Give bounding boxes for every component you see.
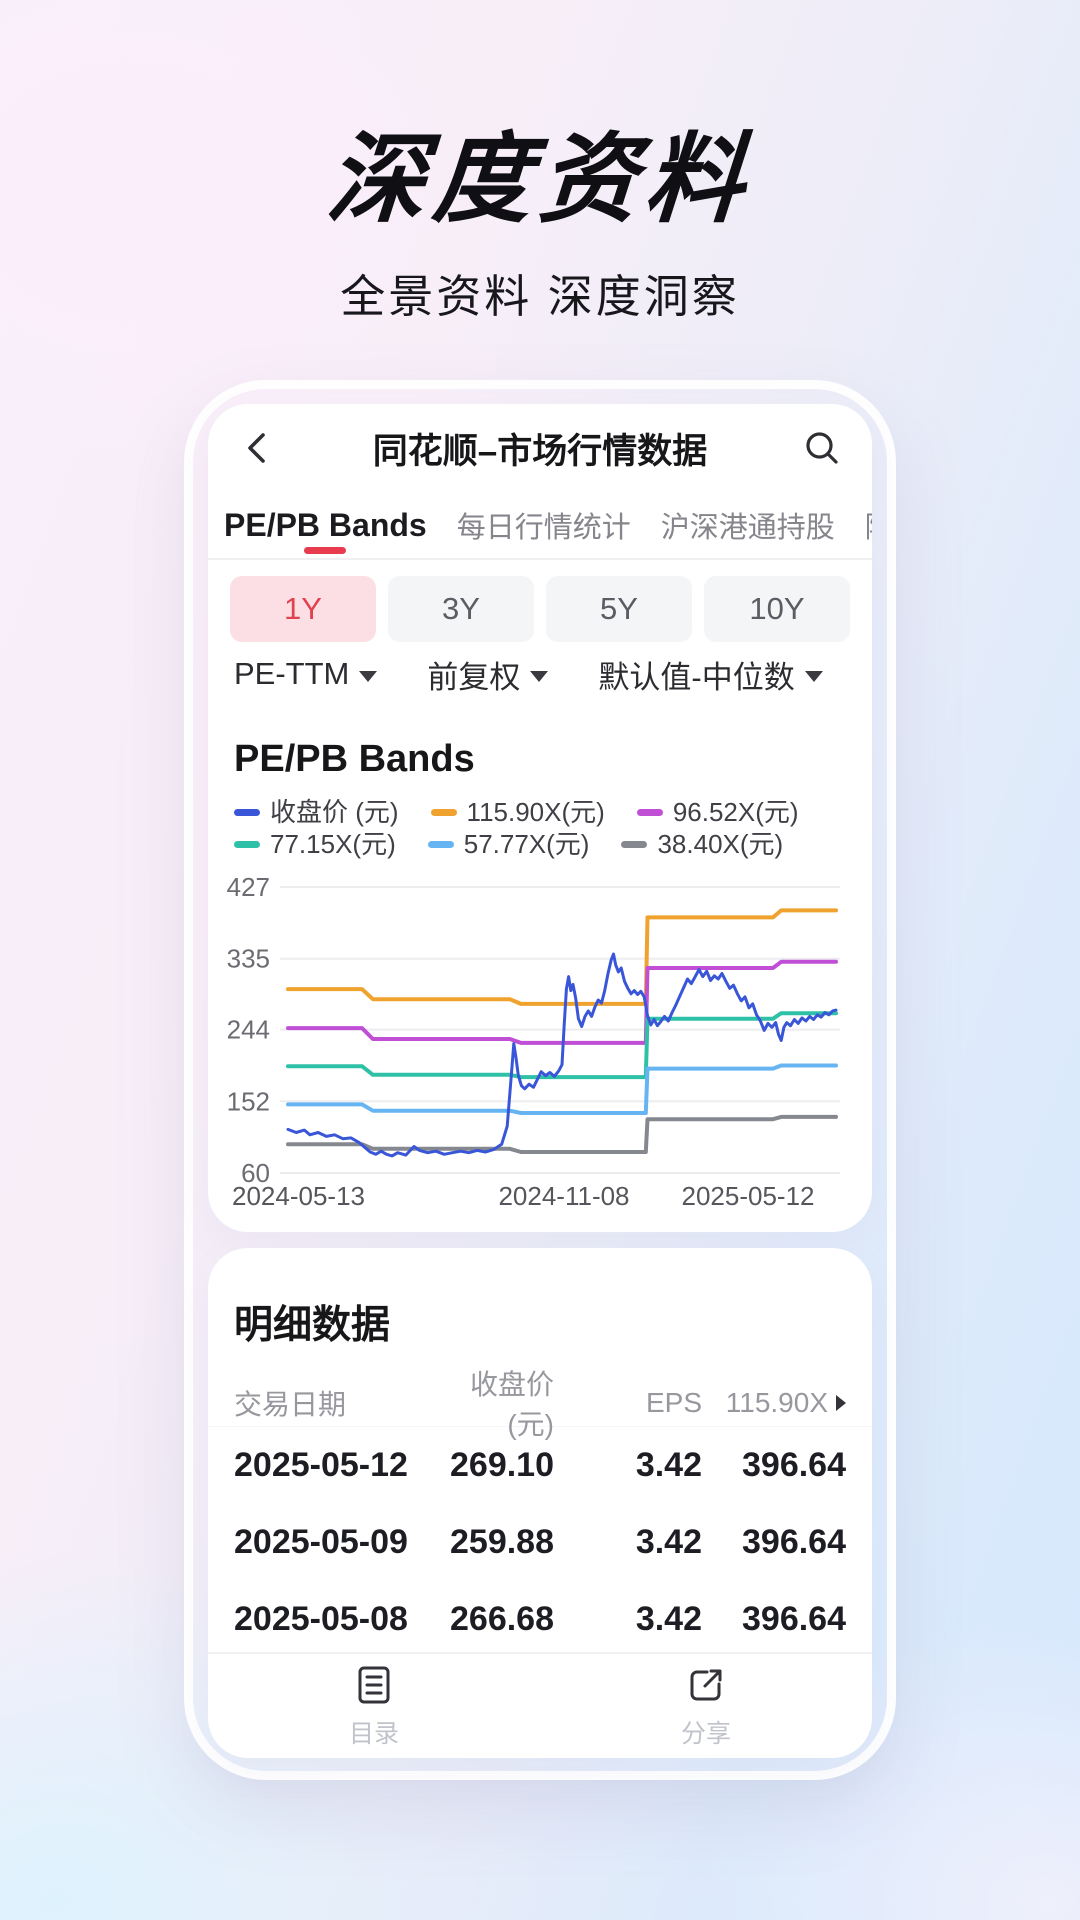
legend-swatch <box>427 840 454 848</box>
caret-down-icon <box>804 670 823 682</box>
tab-3[interactable]: 陆股通持股 <box>865 492 872 558</box>
range-pill-5y[interactable]: 5Y <box>546 576 692 642</box>
legend-swatch <box>430 808 457 816</box>
cell-close: 259.88 <box>450 1523 554 1561</box>
table-row: 2025-05-12 269.10 3.42 396.64 <box>208 1427 872 1504</box>
legend-swatch <box>621 840 648 848</box>
filter-dropdown-1[interactable]: 前复权 <box>427 652 549 697</box>
toc-icon <box>358 1666 390 1703</box>
filter-label: 默认值-中位数 <box>598 659 795 695</box>
hero-subtitle: 全景资料 深度洞察 <box>340 271 740 322</box>
back-button[interactable] <box>238 428 278 468</box>
cell-eps: 3.42 <box>635 1523 702 1561</box>
cell-band: 396.64 <box>742 1600 846 1638</box>
filters-row: PE-TTM 前复权 默认值-中位数 <box>208 652 872 697</box>
range-pill-3y[interactable]: 3Y <box>388 576 534 642</box>
caret-down-icon <box>530 670 549 682</box>
legend-item: 收盘价 (元) <box>234 797 399 827</box>
price-chart[interactable]: 427 335 244 152 60 2024-05-13 2024-11-08 2025-0… <box>224 869 856 1213</box>
table-row: 2025-05-09 259.88 3.42 396.64 <box>208 1504 872 1581</box>
hero-title: 深度资料 <box>323 124 756 234</box>
legend-item: 38.40X(元) <box>621 829 783 859</box>
cell-close: 266.68 <box>450 1600 554 1638</box>
cell-date: 2025-05-09 <box>234 1523 408 1561</box>
legend-label: 96.52X(元) <box>672 797 799 827</box>
svg-text:335: 335 <box>227 944 270 974</box>
cell-close: 269.10 <box>450 1446 554 1484</box>
detail-card: 明细数据 交易日期 收盘价 (元) EPS 115.90X 2025-05-12… <box>208 1248 872 1758</box>
legend-label: 115.90X(元) <box>466 797 605 827</box>
svg-text:152: 152 <box>227 1086 270 1116</box>
nav-bar: 同花顺–市场行情数据 <box>208 404 872 492</box>
page-title: 同花顺–市场行情数据 <box>372 431 708 471</box>
svg-text:2025-05-12: 2025-05-12 <box>682 1181 815 1211</box>
caret-right-icon <box>836 1395 846 1411</box>
legend-item: 96.52X(元) <box>636 797 799 827</box>
cell-date: 2025-05-08 <box>234 1600 408 1638</box>
legend-item: 57.77X(元) <box>427 829 590 859</box>
col-header-eps: EPS <box>645 1387 702 1418</box>
active-tab-indicator <box>304 547 347 554</box>
col-header-band-label: 115.90X <box>725 1387 828 1418</box>
legend-label: 收盘价 (元) <box>270 797 399 827</box>
cell-date: 2025-05-12 <box>234 1446 408 1484</box>
filter-dropdown-2[interactable]: 默认值-中位数 <box>598 652 823 697</box>
toc-label: 目录 <box>348 1719 399 1748</box>
toc-button[interactable]: 目录 <box>208 1654 540 1758</box>
filter-label: 前复权 <box>427 659 521 695</box>
tab-1[interactable]: 每日行情统计 <box>456 512 631 544</box>
col-header-close: 收盘价 (元) <box>469 1369 554 1440</box>
filter-dropdown-0[interactable]: PE-TTM <box>234 656 378 692</box>
range-pill-1y[interactable]: 1Y <box>230 576 376 642</box>
svg-text:427: 427 <box>227 872 270 902</box>
cell-band: 396.64 <box>742 1523 846 1561</box>
tab-0[interactable]: PE/PB Bands <box>224 492 427 558</box>
chart-card: 同花顺–市场行情数据 PE/PB Bands每日行情统计沪深港通持股陆股通持股 … <box>208 404 872 1232</box>
chart-legend: 收盘价 (元) 115.90X(元) 96.52X(元) 77.15X(元) 57.77… <box>234 797 846 859</box>
col-header-date: 交易日期 <box>234 1389 347 1420</box>
tab-2[interactable]: 沪深港通持股 <box>660 512 835 544</box>
legend-item: 115.90X(元) <box>430 797 605 827</box>
caret-down-icon <box>359 670 378 682</box>
range-pill-10y[interactable]: 10Y <box>704 576 850 642</box>
cell-band: 396.64 <box>742 1446 846 1484</box>
chart-section-title: PE/PB Bands <box>234 738 475 780</box>
legend-label: 57.77X(元) <box>463 829 590 859</box>
share-label: 分享 <box>680 1719 731 1748</box>
search-button[interactable] <box>802 428 842 468</box>
legend-label: 38.40X(元) <box>657 829 784 859</box>
svg-text:60: 60 <box>241 1158 270 1188</box>
table-row: 2025-05-08 266.68 3.42 396.64 <box>208 1581 872 1658</box>
table-body: 2025-05-12 269.10 3.42 396.64 2025-05-09 259.… <box>208 1427 872 1658</box>
legend-swatch <box>234 840 260 848</box>
svg-text:2024-11-08: 2024-11-08 <box>498 1181 629 1211</box>
cell-eps: 3.42 <box>635 1600 702 1638</box>
legend-item: 77.15X(元) <box>234 829 396 859</box>
footer-bar: 目录 分享 <box>208 1652 872 1758</box>
detail-title: 明细数据 <box>234 1304 391 1347</box>
table-header: 交易日期 收盘价 (元) EPS 115.90X <box>208 1369 872 1440</box>
cell-eps: 3.42 <box>635 1446 702 1484</box>
legend-swatch <box>234 808 260 816</box>
share-button[interactable]: 分享 <box>540 1654 872 1758</box>
legend-swatch <box>636 808 663 816</box>
filter-label: PE-TTM <box>234 656 350 691</box>
search-icon <box>806 432 838 464</box>
back-icon <box>248 433 265 463</box>
ranges-row: 1Y 3Y 5Y 10Y <box>230 576 850 642</box>
legend-label: 77.15X(元) <box>270 829 396 859</box>
svg-text:2024-05-13: 2024-05-13 <box>232 1181 365 1211</box>
svg-text:244: 244 <box>227 1015 270 1045</box>
phone-frame <box>184 380 896 1780</box>
share-icon <box>690 1669 722 1700</box>
col-header-band[interactable]: 115.90X <box>702 1387 846 1419</box>
